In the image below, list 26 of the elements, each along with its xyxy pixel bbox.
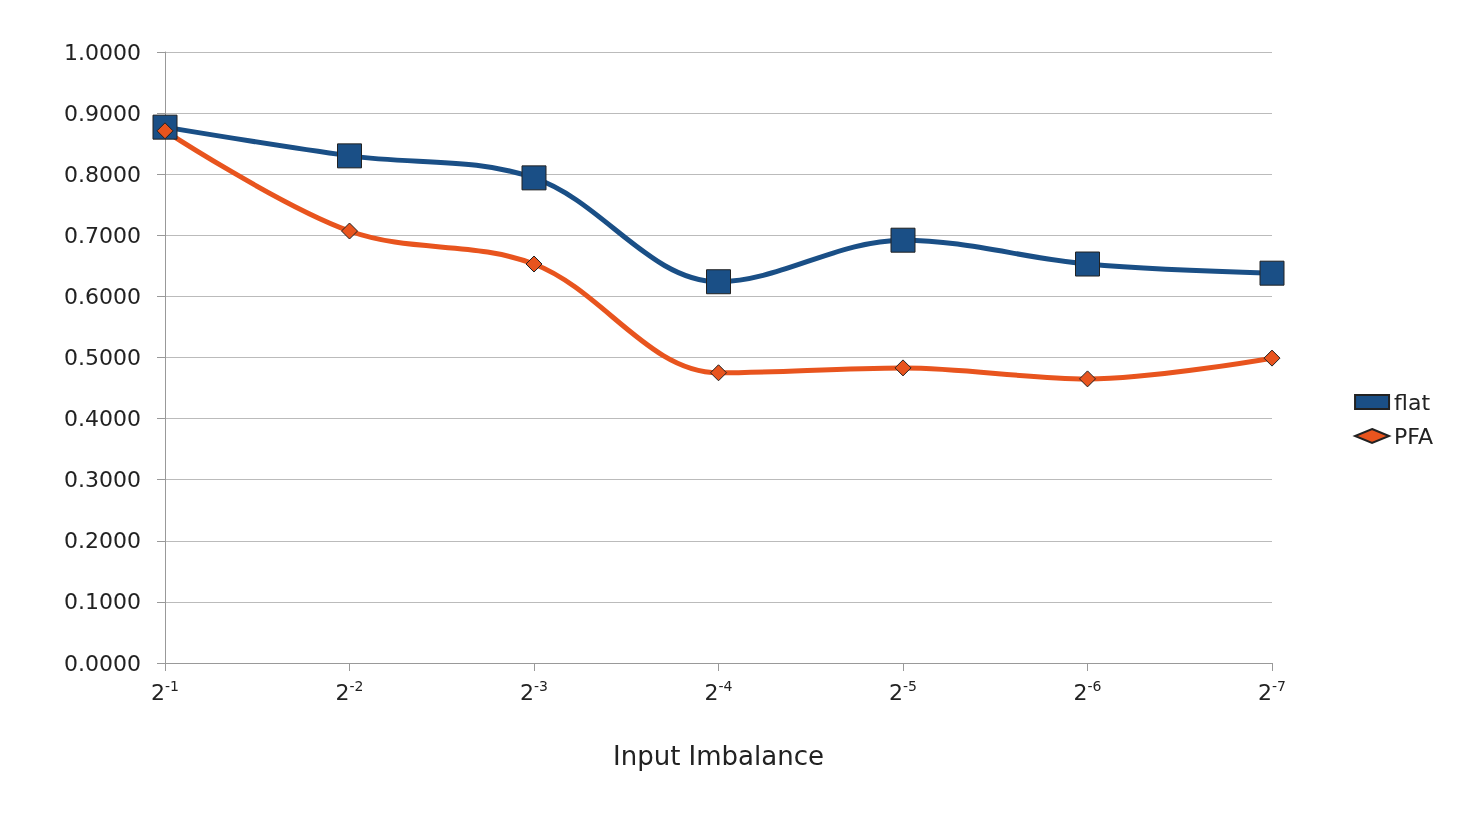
y-tick-label: 0.3000 [64, 467, 141, 493]
point [337, 143, 362, 169]
y-tick-label: 0.5000 [64, 345, 141, 370]
point [890, 227, 916, 253]
y-tick-label: 0.8000 [64, 161, 141, 187]
y-tick-label: 0.1000 [64, 589, 141, 615]
point [894, 359, 912, 377]
point [521, 165, 547, 191]
y-tick-label: 0.2000 [64, 528, 141, 554]
y-tick-label: 0.4000 [64, 406, 141, 432]
y-tick-label: 0.9000 [64, 100, 141, 126]
y-tick-label: 0.6000 [64, 283, 141, 309]
point [1079, 370, 1096, 388]
y-tick-label: 1.0000 [64, 39, 141, 65]
point [706, 269, 731, 295]
point [341, 222, 358, 240]
x-axis-title: Input Imbalance [613, 741, 824, 771]
y-tick-label: 0.7000 [64, 222, 141, 248]
legend-label: PFA [1394, 423, 1433, 449]
point [525, 255, 543, 273]
y-tick-label: 0.0000 [64, 650, 141, 676]
point [710, 364, 727, 382]
point [1263, 349, 1281, 367]
point [1259, 260, 1285, 286]
legend-label: flat [1394, 389, 1431, 415]
point [1075, 251, 1100, 277]
